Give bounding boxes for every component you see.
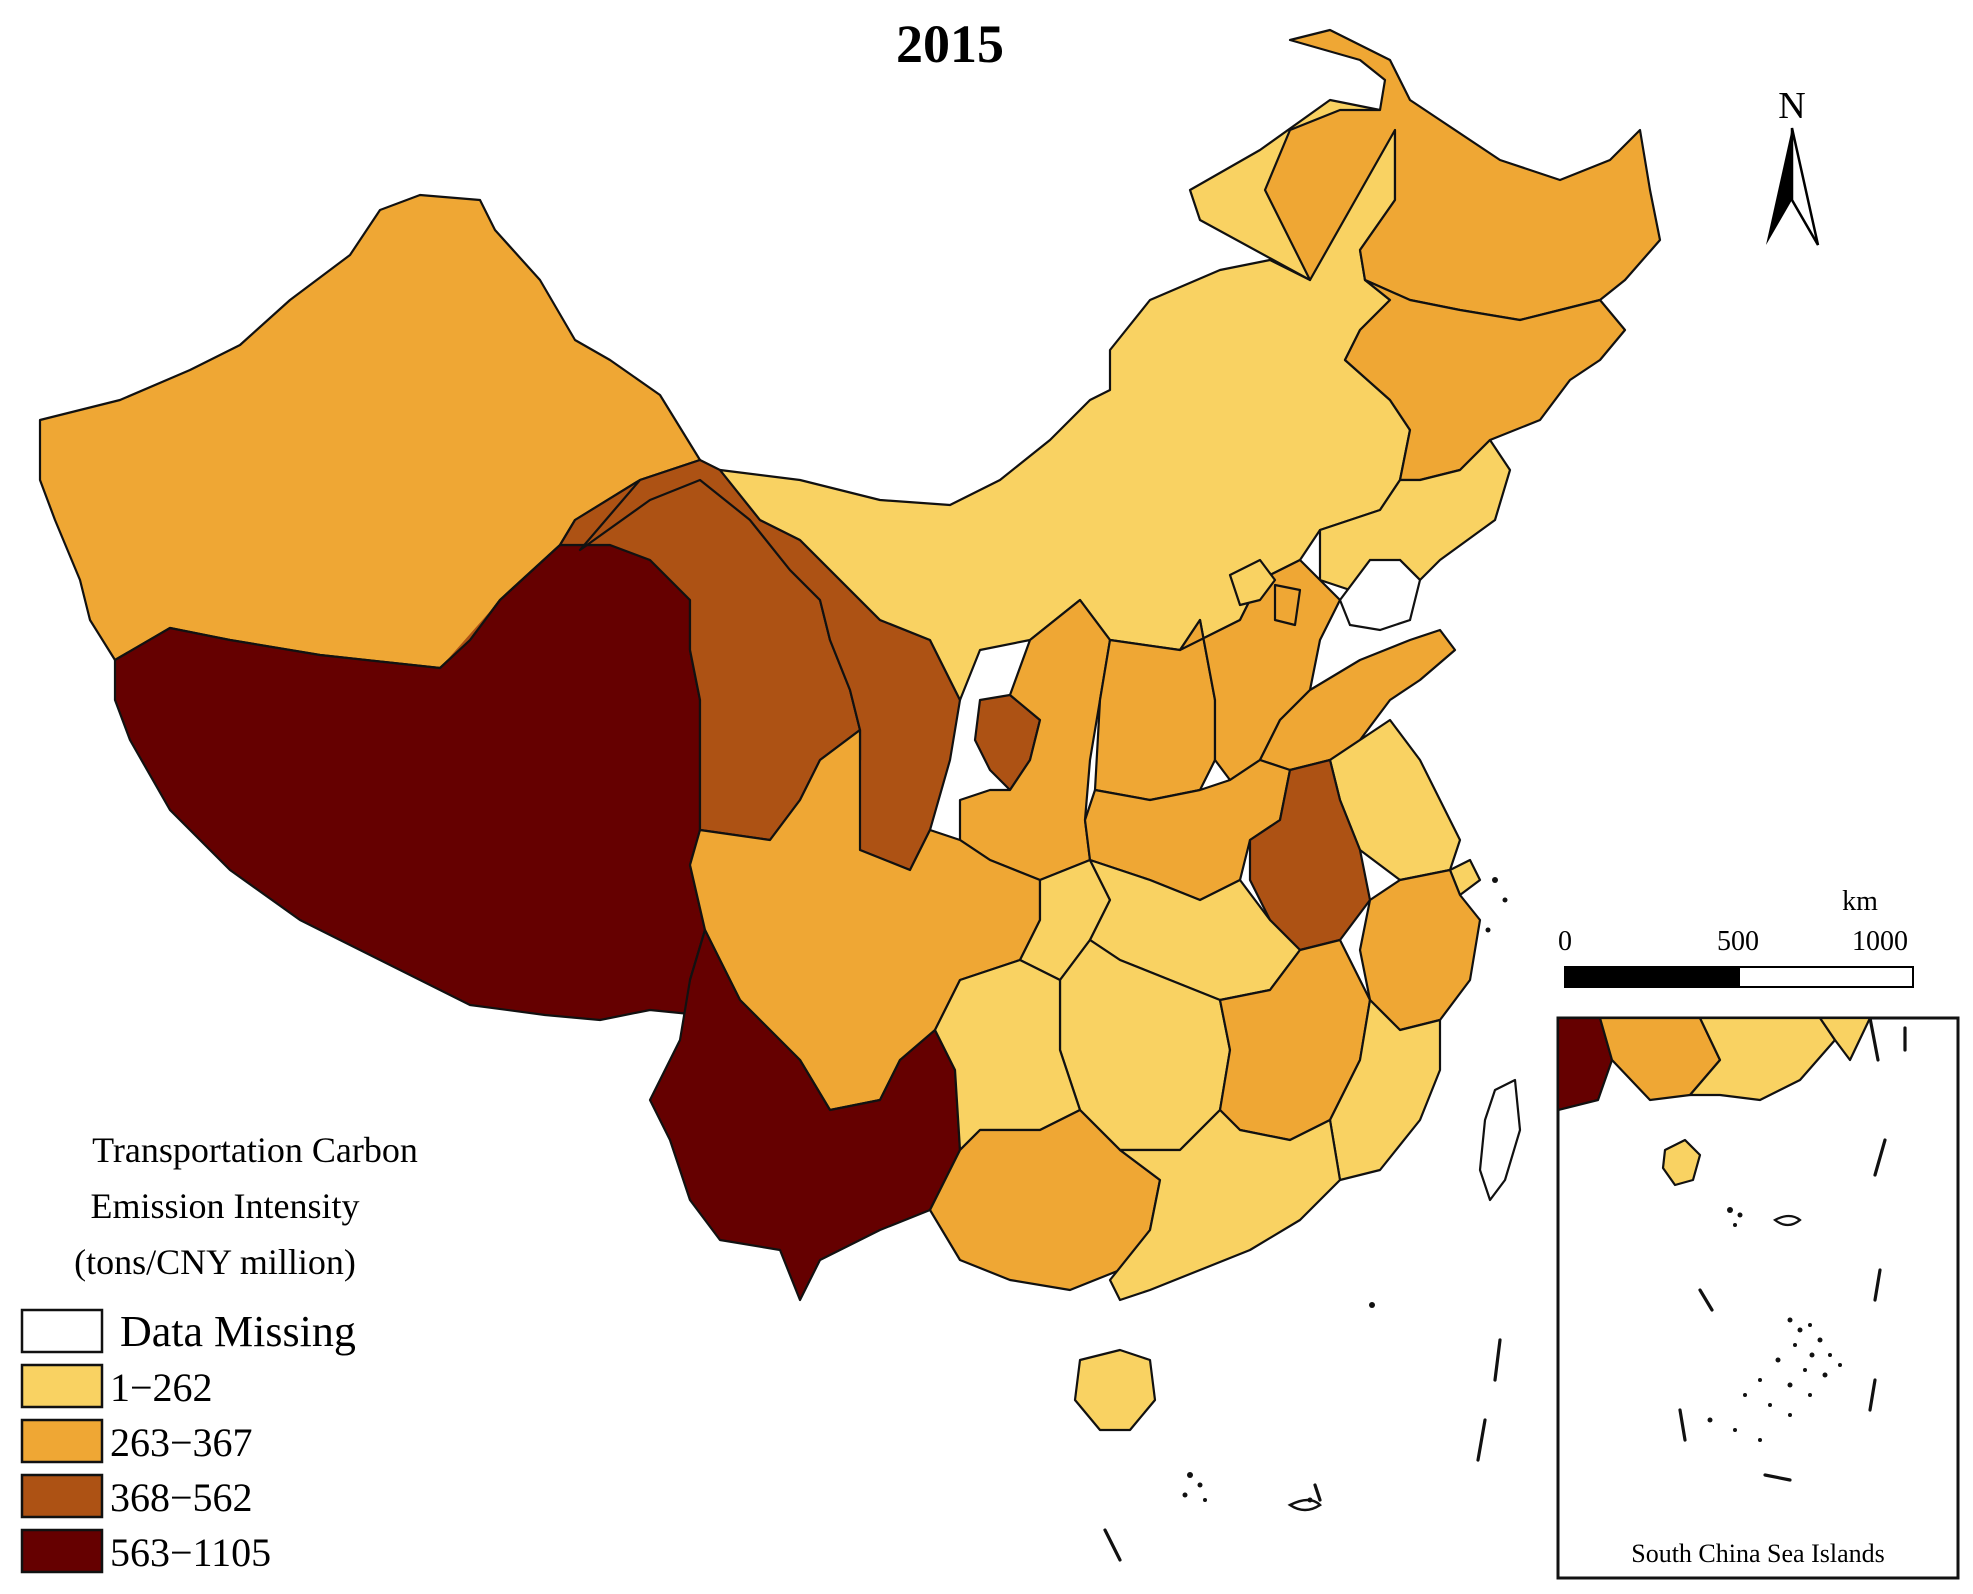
island-outline — [1287, 1498, 1322, 1512]
spratly-dots-main — [1182, 1472, 1207, 1502]
region-anhui — [1248, 758, 1372, 952]
scale-segment-black — [1564, 966, 1740, 988]
scale-tick-0: 0 — [1558, 926, 1572, 957]
region-hainan — [1073, 1348, 1157, 1432]
legend-title-line-1: Transportation Carbon — [92, 1130, 418, 1170]
inset-frame — [1556, 1016, 1960, 1580]
legend-title-line-2: Emission Intensity — [91, 1186, 360, 1226]
inset-region-yunnan — [1558, 1018, 1614, 1112]
scale-unit: km — [1842, 886, 1878, 917]
legend-swatch-3 — [20, 1473, 104, 1519]
legend-label-1: 1−262 — [110, 1365, 213, 1410]
legend-title-line-3: (tons/CNY million) — [74, 1242, 356, 1282]
region-guangdong — [1108, 1108, 1342, 1302]
inset-region-hainan — [1661, 1138, 1702, 1187]
scale-segment-white — [1738, 966, 1914, 988]
legend-label-0: Data Missing — [120, 1307, 356, 1356]
inset-map: South China Sea Islands — [1556, 1016, 1960, 1580]
region-jilin — [1343, 278, 1627, 482]
bohai-sea — [1338, 558, 1422, 632]
scale-tick-1000: 1000 — [1852, 926, 1908, 957]
legend-label-3: 368−562 — [110, 1475, 253, 1520]
legend: Transportation Carbon Emission Intensity… — [20, 1130, 418, 1575]
legend-swatch-4 — [20, 1528, 104, 1574]
province-layer — [38, 28, 1662, 1562]
legend-label-4: 563−1105 — [110, 1530, 271, 1575]
inset-label: South China Sea Islands — [1631, 1539, 1885, 1568]
north-arrow-icon — [1766, 127, 1820, 246]
region-fujian — [1328, 998, 1442, 1182]
inset-region-fujian — [1818, 1018, 1872, 1062]
region-beijing — [1228, 558, 1277, 607]
region-shanxi — [1093, 618, 1217, 802]
region-tianjin — [1273, 583, 1302, 627]
region-zhejiang — [1358, 868, 1482, 1032]
legend-label-2: 263−367 — [110, 1420, 253, 1465]
region-taiwan — [1478, 1078, 1522, 1202]
legend-swatch-2 — [20, 1418, 104, 1464]
legend-items: Data Missing 1−262 263−367 368−562 563−1105 — [20, 1307, 356, 1575]
north-label: N — [1778, 85, 1805, 127]
legend-swatch-0 — [20, 1308, 104, 1354]
scale-tick-500: 500 — [1717, 926, 1759, 957]
south-sea-boundary — [1103, 1338, 1502, 1562]
legend-swatch-1 — [20, 1363, 104, 1409]
scale-bar: km 0 500 1000 — [1558, 886, 1914, 988]
inset-island-dots — [1707, 1207, 1842, 1442]
map-title: 2015 — [896, 14, 1004, 74]
north-arrow: N — [1766, 85, 1820, 246]
